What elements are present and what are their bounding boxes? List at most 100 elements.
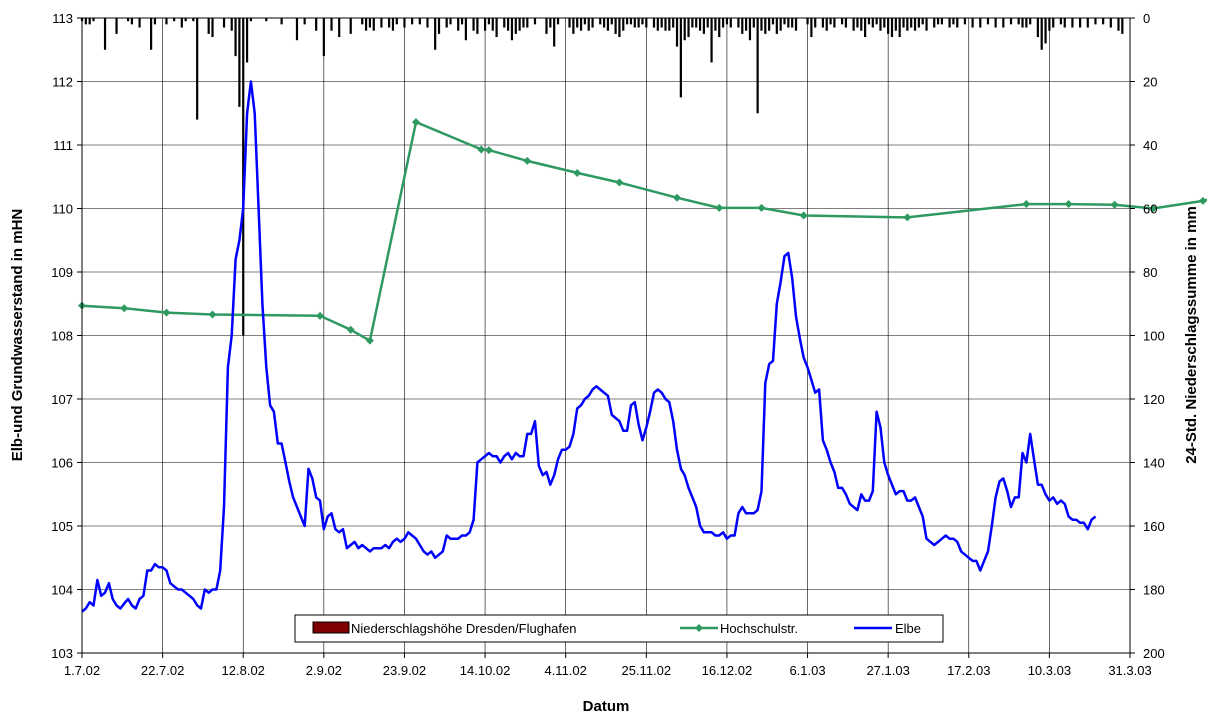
y-left-tick-label: 107 [51, 392, 73, 407]
precipitation-bar [695, 18, 698, 28]
precipitation-bar [483, 18, 487, 31]
precipitation-bar [533, 18, 537, 25]
precipitation-bar [806, 18, 809, 25]
precipitation-bar [1071, 18, 1074, 28]
precipitation-bar [702, 18, 705, 34]
precipitation-bar [491, 18, 494, 31]
precipitation-bar [576, 18, 579, 28]
precipitation-bar [591, 18, 594, 28]
precipitation-bar [741, 18, 744, 34]
precipitation-bar [391, 18, 395, 31]
precipitation-bar [222, 18, 226, 28]
precipitation-bar [184, 18, 187, 22]
precipitation-bar [149, 18, 153, 50]
precipitation-bar [526, 18, 529, 28]
hochschulstr-marker [411, 118, 420, 127]
precipitation-bar [871, 18, 874, 28]
precipitation-bar [814, 18, 817, 28]
x-tick-label: 22.7.02 [141, 663, 184, 678]
precipitation-bar [1094, 18, 1097, 25]
precipitation-bar [553, 18, 556, 47]
precipitation-bar [192, 18, 195, 22]
y-left-tick-label: 108 [51, 329, 73, 344]
hochschulstr-marker [120, 304, 129, 313]
hochschulstr-marker [346, 325, 355, 334]
precipitation-bar [545, 18, 548, 34]
hochschulstr-marker [903, 213, 912, 222]
hochschulstr-marker [1064, 200, 1073, 209]
precipitation-bar [645, 18, 648, 28]
precipitation-bar [583, 18, 586, 25]
precipitation-bar [925, 18, 928, 31]
precipitation-bar [207, 18, 210, 34]
precipitation-bar [775, 18, 778, 34]
y-right-tick-label: 120 [1143, 392, 1165, 407]
precipitation-bar [211, 18, 214, 38]
precipitation-bar [361, 18, 364, 25]
hochschulstr-marker [162, 308, 171, 317]
precipitation-bar [472, 18, 475, 31]
precipitation-bar [153, 18, 157, 25]
precipitation-bar [476, 18, 479, 34]
y-left-tick-label: 110 [52, 202, 73, 217]
series-line-elbe [81, 80, 1097, 613]
x-tick-label: 2.9.02 [306, 663, 342, 678]
precipitation-bar [794, 18, 798, 31]
precipitation-bar [403, 18, 406, 28]
precipitation-bar [672, 18, 675, 28]
hochschulstr-marker [1149, 204, 1158, 213]
precipitation-bar [706, 18, 709, 28]
precipitation-bar [614, 18, 617, 34]
precipitation-bar [388, 18, 391, 28]
precipitation-bar [1040, 18, 1043, 50]
y-left-tick-label: 105 [51, 519, 73, 534]
x-tick-label: 16.12.02 [702, 663, 753, 678]
precipitation-bar [568, 18, 571, 28]
precipitation-bar [898, 18, 901, 38]
precipitation-bar [764, 18, 767, 34]
x-tick-label: 12.8.02 [222, 663, 265, 678]
precipitation-bar [84, 18, 87, 25]
precipitation-bar [883, 18, 886, 28]
x-axis-title: Datum [583, 698, 630, 715]
y-right-tick-label: 0 [1143, 11, 1150, 26]
precipitation-bar [618, 18, 621, 38]
precipitation-bar [664, 18, 667, 31]
precipitation-bar [426, 18, 429, 28]
precipitation-bar [629, 18, 633, 25]
precipitation-bar [579, 18, 583, 31]
precipitation-bar [1002, 18, 1005, 28]
precipitation-bar [986, 18, 990, 25]
hochschulstr-marker [365, 336, 374, 345]
legend-marker-hochschulstr [695, 624, 703, 632]
y-right-tick-label: 60 [1143, 202, 1157, 217]
precipitation-bar [921, 18, 924, 25]
precipitation-bar [675, 18, 679, 47]
precipitation-bar [599, 18, 602, 25]
y-left-tick-label: 103 [51, 646, 73, 661]
x-tick-label: 1.7.02 [64, 663, 100, 678]
precipitation-bar [687, 18, 690, 38]
precipitation-bar [518, 18, 521, 31]
precipitation-bar [610, 18, 613, 25]
precipitation-bar [879, 18, 882, 31]
precipitation-bar [1121, 18, 1124, 34]
precipitation-bar [445, 18, 448, 28]
precipitation-bar [88, 18, 91, 25]
precipitation-bar [718, 18, 721, 38]
precipitation-bar [1109, 18, 1112, 28]
precipitation-bar [810, 18, 813, 38]
legend-box [294, 614, 944, 643]
precipitation-bar [522, 18, 525, 28]
precipitation-bar [165, 18, 168, 25]
precipitation-bar [138, 18, 141, 28]
precipitation-bar [1052, 18, 1055, 28]
precipitation-bar [349, 18, 352, 34]
precipitation-bar [315, 18, 318, 31]
precipitation-bar [679, 18, 682, 98]
precipitation-bar [510, 18, 514, 41]
precipitation-bar [725, 18, 729, 25]
precipitation-bar [875, 18, 878, 25]
precipitation-bar [457, 18, 460, 31]
precipitation-bar [737, 18, 740, 28]
